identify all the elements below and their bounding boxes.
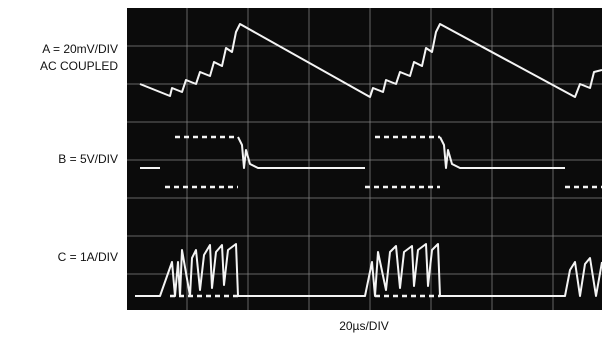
trace-c-scale: C = 1A/DIV bbox=[58, 250, 118, 264]
trace-b-scale: B = 5V/DIV bbox=[58, 152, 118, 166]
scope-figure: A = 20mV/DIV AC COUPLED B = 5V/DIV C = 1… bbox=[0, 0, 602, 343]
trace-a-coupling: AC COUPLED bbox=[40, 59, 118, 73]
time-scale: 20µs/DIV bbox=[339, 319, 389, 333]
trace-a-scale: A = 20mV/DIV bbox=[42, 42, 118, 56]
